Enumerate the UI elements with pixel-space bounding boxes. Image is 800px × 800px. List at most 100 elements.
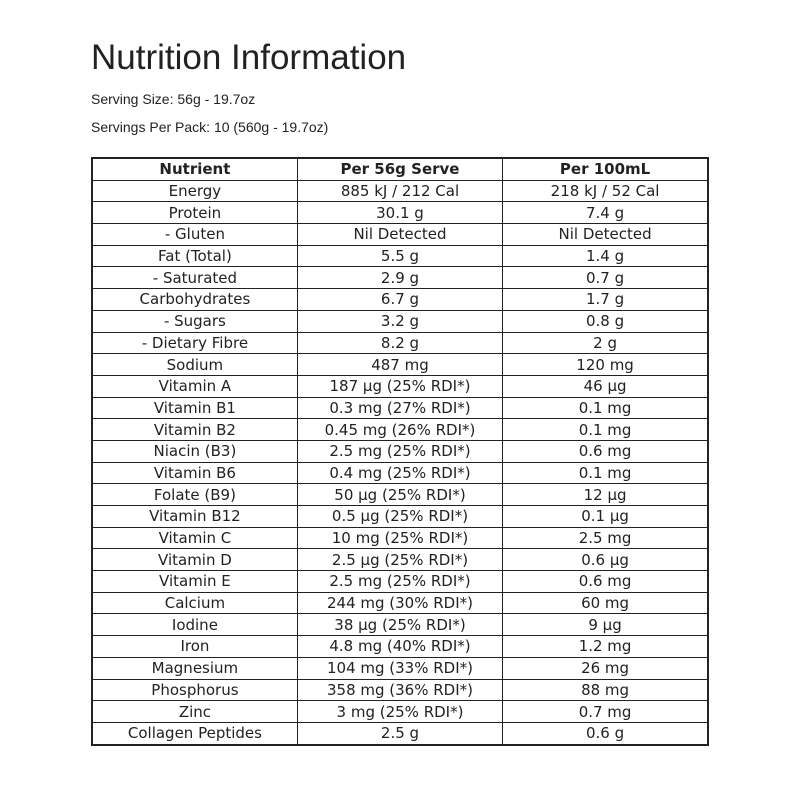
table-row: Iodine 38 µg (25% RDI*) 9 µg (91, 613, 709, 637)
table-cell: 2.5 mg (25% RDI*) (296, 570, 504, 593)
table-row: Vitamin C 10 mg (25% RDI*) 2.5 mg (91, 526, 709, 550)
table-cell: - Gluten (91, 223, 298, 246)
table-cell: Vitamin A (91, 374, 298, 398)
table-cell: 487 mg (296, 353, 504, 376)
table-cell: 60 mg (502, 591, 709, 615)
table-cell: Collagen Peptides (91, 721, 298, 746)
table-cell: Vitamin B2 (91, 418, 298, 441)
table-cell: 4.8 mg (40% RDI*) (296, 635, 504, 658)
table-cell: 0.1 mg (502, 396, 709, 420)
serving-size: Serving Size: 56g - 19.7oz (91, 91, 256, 107)
table-cell: 358 mg (36% RDI*) (296, 678, 504, 702)
table-cell: Iron (91, 635, 298, 658)
table-cell: Zinc (91, 700, 298, 723)
table-cell: 50 µg (25% RDI*) (296, 483, 504, 506)
table-cell: 3.2 g (296, 309, 504, 333)
table-cell: 1.2 mg (502, 635, 709, 658)
table-cell: Vitamin B1 (91, 396, 298, 420)
table-cell: 0.1 mg (502, 418, 709, 441)
table-row: Protein 30.1 g 7.4 g (91, 201, 709, 225)
column-header: Nutrient (91, 157, 298, 181)
table-cell: 0.6 mg (502, 570, 709, 593)
table-row: Calcium 244 mg (30% RDI*) 60 mg (91, 591, 709, 615)
table-row: Zinc 3 mg (25% RDI*) 0.7 mg (91, 700, 709, 723)
table-cell: Iodine (91, 613, 298, 637)
table-row: Folate (B9) 50 µg (25% RDI*) 12 µg (91, 483, 709, 506)
table-row: Vitamin E 2.5 mg (25% RDI*) 0.6 mg (91, 570, 709, 593)
table-row: Vitamin B1 0.3 mg (27% RDI*) 0.1 mg (91, 396, 709, 420)
table-cell: Vitamin B6 (91, 461, 298, 485)
table-cell: 1.4 g (502, 244, 709, 268)
table-cell: Nil Detected (296, 223, 504, 246)
table-cell: 885 kJ / 212 Cal (296, 179, 504, 203)
table-cell: 0.5 µg (25% RDI*) (296, 505, 504, 528)
table-row: - Gluten Nil Detected Nil Detected (91, 223, 709, 246)
table-cell: 0.6 g (502, 721, 709, 746)
table-row: Niacin (B3) 2.5 mg (25% RDI*) 0.6 mg (91, 439, 709, 463)
table-cell: 12 µg (502, 483, 709, 506)
table-cell: 218 kJ / 52 Cal (502, 179, 709, 203)
table-row: Vitamin B6 0.4 mg (25% RDI*) 0.1 mg (91, 461, 709, 485)
table-cell: 2.5 µg (25% RDI*) (296, 548, 504, 572)
table-cell: 88 mg (502, 678, 709, 702)
table-cell: 0.6 mg (502, 439, 709, 463)
title: Nutrition Information (91, 38, 407, 77)
table-row: Vitamin A 187 µg (25% RDI*) 46 µg (91, 374, 709, 398)
table-cell: 104 mg (33% RDI*) (296, 656, 504, 680)
table-cell: - Dietary Fibre (91, 331, 298, 355)
table-cell: 187 µg (25% RDI*) (296, 374, 504, 398)
table-cell: Fat (Total) (91, 244, 298, 268)
table-row: Vitamin D 2.5 µg (25% RDI*) 0.6 µg (91, 548, 709, 572)
header-row: Nutrient Per 56g Serve Per 100mL (91, 157, 709, 181)
table-cell: 9 µg (502, 613, 709, 637)
table-row: Fat (Total) 5.5 g 1.4 g (91, 244, 709, 268)
servings-per-pack: Servings Per Pack: 10 (560g - 19.7oz) (91, 119, 329, 135)
table-row: Carbohydrates 6.7 g 1.7 g (91, 288, 709, 311)
table-cell: 2 g (502, 331, 709, 355)
table-cell: Nil Detected (502, 223, 709, 246)
table-cell: 0.8 g (502, 309, 709, 333)
table-cell: 120 mg (502, 353, 709, 376)
table-cell: 10 mg (25% RDI*) (296, 526, 504, 550)
table-row: Iron 4.8 mg (40% RDI*) 1.2 mg (91, 635, 709, 658)
table-cell: 6.7 g (296, 288, 504, 311)
table-cell: Vitamin E (91, 570, 298, 593)
table-cell: Magnesium (91, 656, 298, 680)
column-header: Per 56g Serve (296, 157, 504, 181)
table-cell: 0.45 mg (26% RDI*) (296, 418, 504, 441)
table-cell: 5.5 g (296, 244, 504, 268)
table-cell: 38 µg (25% RDI*) (296, 613, 504, 637)
table-cell: Sodium (91, 353, 298, 376)
table-row: Vitamin B12 0.5 µg (25% RDI*) 0.1 µg (91, 505, 709, 528)
table-row: Energy 885 kJ / 212 Cal 218 kJ / 52 Cal (91, 179, 709, 203)
table-cell: 0.7 g (502, 266, 709, 290)
table-cell: Vitamin D (91, 548, 298, 572)
table-cell: 2.5 g (296, 721, 504, 746)
table-cell: 26 mg (502, 656, 709, 680)
table-cell: 0.1 µg (502, 505, 709, 528)
table-row: Magnesium 104 mg (33% RDI*) 26 mg (91, 656, 709, 680)
table-cell: 0.6 µg (502, 548, 709, 572)
table-cell: - Saturated (91, 266, 298, 290)
table-row: Vitamin B2 0.45 mg (26% RDI*) 0.1 mg (91, 418, 709, 441)
table-cell: 2.9 g (296, 266, 504, 290)
table-cell: 0.3 mg (27% RDI*) (296, 396, 504, 420)
table-cell: Calcium (91, 591, 298, 615)
table-row: - Sugars 3.2 g 0.8 g (91, 309, 709, 333)
column-header: Per 100mL (502, 157, 709, 181)
table-cell: Carbohydrates (91, 288, 298, 311)
table-cell: 8.2 g (296, 331, 504, 355)
table-cell: 0.1 mg (502, 461, 709, 485)
nutrition-table: Nutrient Per 56g Serve Per 100mL Energy 885 … (91, 157, 709, 746)
table-cell: 2.5 mg (25% RDI*) (296, 439, 504, 463)
table-cell: 30.1 g (296, 201, 504, 225)
table-cell: Vitamin B12 (91, 505, 298, 528)
table-cell: Folate (B9) (91, 483, 298, 506)
table-row: Sodium 487 mg 120 mg (91, 353, 709, 376)
table-cell: Vitamin C (91, 526, 298, 550)
table-cell: 3 mg (25% RDI*) (296, 700, 504, 723)
table-cell: 0.7 mg (502, 700, 709, 723)
table-cell: Energy (91, 179, 298, 203)
